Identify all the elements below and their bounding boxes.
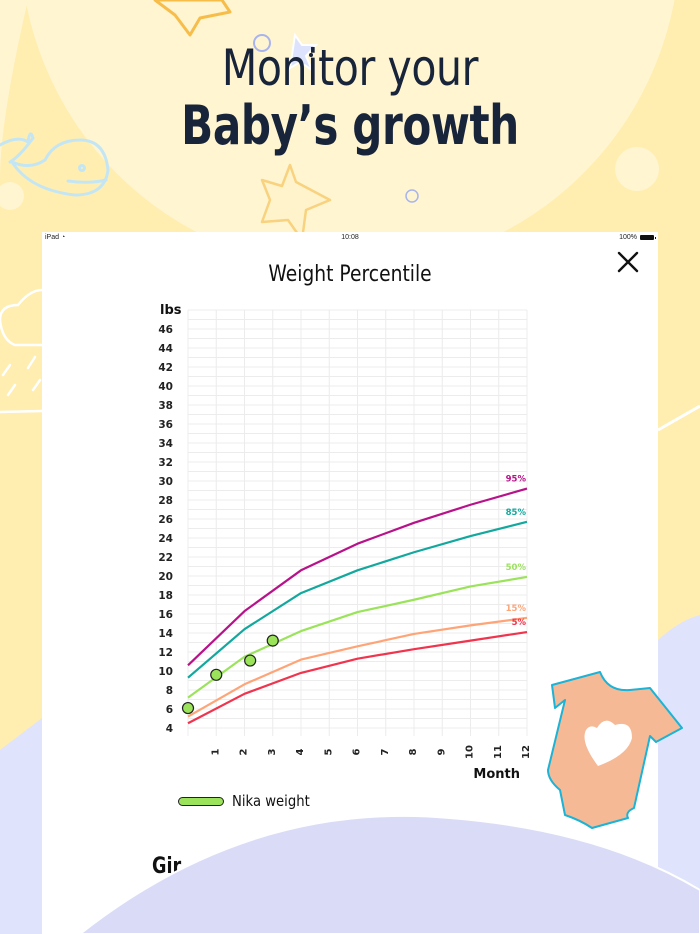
percentile-line-85	[187, 520, 528, 679]
close-icon	[617, 251, 639, 273]
percentile-label: 5%	[512, 618, 527, 628]
y-tick-label: 24	[158, 533, 173, 545]
y-tick-label: 32	[158, 457, 173, 469]
y-tick-label: 4	[166, 723, 173, 735]
percentile-line-15	[187, 616, 528, 718]
device-label: iPad ◔	[45, 234, 66, 241]
y-tick-label: 16	[158, 609, 173, 621]
y-tick-label: 22	[158, 552, 173, 564]
y-tick-label: 28	[158, 495, 173, 507]
whale-icon	[0, 132, 110, 197]
y-tick-label: 8	[166, 685, 173, 697]
percentile-label: 85%	[506, 508, 527, 518]
x-tick-label: 3	[267, 748, 278, 755]
y-tick-label: 38	[158, 400, 173, 412]
legend-swatch	[178, 796, 224, 806]
hero-line2: Baby’s growth	[181, 94, 519, 157]
y-tick-label: 40	[158, 381, 173, 393]
chart-title: Weight Percentile	[268, 262, 432, 287]
hero-heading: Monitor your Baby’s growth	[0, 40, 700, 156]
x-tick-label: 10	[465, 745, 476, 759]
hero-line1: Monitor your	[221, 39, 479, 97]
percentile-line-5	[187, 630, 528, 725]
section-heading: Gir	[152, 854, 182, 879]
y-tick-label: 34	[158, 438, 173, 450]
x-tick-label: 2	[239, 748, 250, 755]
star-icon	[288, 32, 319, 73]
app-screen: iPad ◔ 10:08 100% Weight Percentile lbs 4…	[42, 232, 658, 934]
nika-weight-points	[181, 634, 279, 715]
percentile-line-50	[187, 575, 528, 699]
percentile-label: 95%	[506, 475, 527, 485]
chart-legend: Nika weight	[178, 792, 320, 810]
y-tick-label: 6	[166, 704, 173, 716]
data-point[interactable]	[210, 668, 223, 681]
legend-label: Nika weight	[232, 792, 310, 810]
y-tick-label: 42	[158, 362, 173, 374]
data-point[interactable]	[244, 654, 257, 667]
x-tick-label: 6	[352, 748, 363, 755]
x-tick-label: 12	[521, 745, 532, 759]
percentile-label: 15%	[506, 604, 527, 614]
x-tick-label: 4	[295, 748, 306, 755]
battery-icon	[640, 235, 656, 240]
chart-grid	[187, 309, 528, 736]
star-icon	[153, 0, 232, 37]
y-tick-label: 46	[158, 324, 173, 336]
y-axis-label: lbs	[160, 303, 182, 318]
y-tick-label: 44	[158, 343, 173, 355]
x-tick-label: 7	[380, 748, 391, 755]
y-tick-label: 12	[158, 647, 173, 659]
wifi-icon: ◔	[60, 234, 66, 241]
x-tick-label: 5	[323, 748, 334, 755]
y-tick-label: 14	[158, 628, 173, 640]
close-button[interactable]	[616, 250, 640, 274]
x-tick-label: 1	[210, 748, 221, 755]
status-time: 10:08	[341, 234, 359, 241]
star-icon	[260, 163, 332, 242]
y-tick-label: 20	[158, 571, 173, 583]
x-axis-label: Month	[473, 767, 520, 782]
y-tick-label: 10	[158, 666, 173, 678]
y-tick-label: 36	[158, 419, 173, 431]
x-tick-label: 11	[493, 745, 504, 759]
data-point[interactable]	[266, 634, 279, 647]
x-tick-label: 9	[436, 748, 447, 755]
percentile-label: 50%	[506, 563, 527, 573]
data-point[interactable]	[181, 701, 195, 715]
y-tick-label: 30	[158, 476, 173, 488]
status-bar: iPad ◔ 10:08 100%	[42, 232, 658, 244]
y-tick-label: 26	[158, 514, 173, 526]
battery-status: 100%	[619, 234, 656, 241]
x-tick-label: 8	[408, 748, 419, 755]
weight-percentile-chart[interactable]: lbs4644424038363432302826242220181614121…	[42, 232, 658, 792]
percentile-line-95	[187, 487, 528, 667]
background-circle	[25, 0, 675, 270]
y-tick-label: 18	[158, 590, 173, 602]
cloud-icon	[0, 288, 44, 414]
